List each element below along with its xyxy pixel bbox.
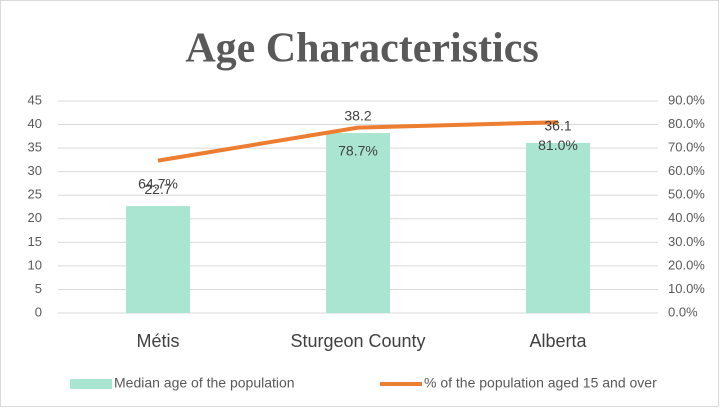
- data-label: 81.0%: [538, 137, 578, 153]
- data-label: 64.7%: [138, 175, 178, 191]
- y-tick-label: 0: [35, 304, 42, 319]
- legend-label: Median age of the population: [114, 375, 295, 391]
- y-tick-label: 15: [28, 234, 42, 249]
- y2-tick-label: 40.0%: [668, 210, 705, 225]
- y2-tick-label: 80.0%: [668, 116, 705, 131]
- y2-tick-label: 70.0%: [668, 140, 705, 155]
- y-tick-label: 20: [28, 210, 42, 225]
- bar: [326, 133, 390, 313]
- y-tick-label: 5: [35, 281, 42, 296]
- bar: [526, 142, 590, 313]
- y2-tick-label: 60.0%: [668, 163, 705, 178]
- y2-tick-label: 90.0%: [668, 92, 705, 107]
- x-tick-label: Sturgeon County: [290, 331, 425, 351]
- y-tick-label: 10: [28, 257, 42, 272]
- y-tick-label: 25: [28, 187, 42, 202]
- y-tick-label: 40: [28, 116, 42, 131]
- bar: [126, 206, 190, 313]
- x-tick-label: Alberta: [529, 331, 587, 351]
- y2-tick-label: 20.0%: [668, 257, 705, 272]
- y-tick-label: 35: [28, 140, 42, 155]
- data-label: 36.1: [544, 118, 571, 134]
- legend-swatch: [70, 379, 112, 389]
- x-tick-label: Métis: [136, 331, 179, 351]
- legend-label: % of the population aged 15 and over: [424, 375, 657, 391]
- line: [157, 120, 559, 163]
- y2-tick-label: 50.0%: [668, 187, 705, 202]
- y-tick-label: 45: [28, 92, 42, 107]
- data-label: 38.2: [344, 108, 371, 124]
- chart-title: Age Characteristics: [185, 26, 538, 72]
- y-tick-label: 30: [28, 163, 42, 178]
- y2-tick-label: 0.0%: [668, 304, 698, 319]
- y2-tick-label: 30.0%: [668, 234, 705, 249]
- y2-tick-label: 10.0%: [668, 281, 705, 296]
- data-label: 22.7: [144, 181, 171, 197]
- data-label: 78.7%: [338, 142, 378, 158]
